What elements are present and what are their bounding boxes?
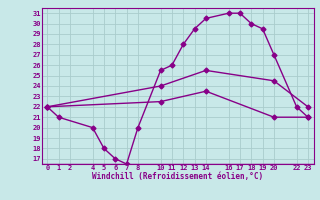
- X-axis label: Windchill (Refroidissement éolien,°C): Windchill (Refroidissement éolien,°C): [92, 172, 263, 181]
